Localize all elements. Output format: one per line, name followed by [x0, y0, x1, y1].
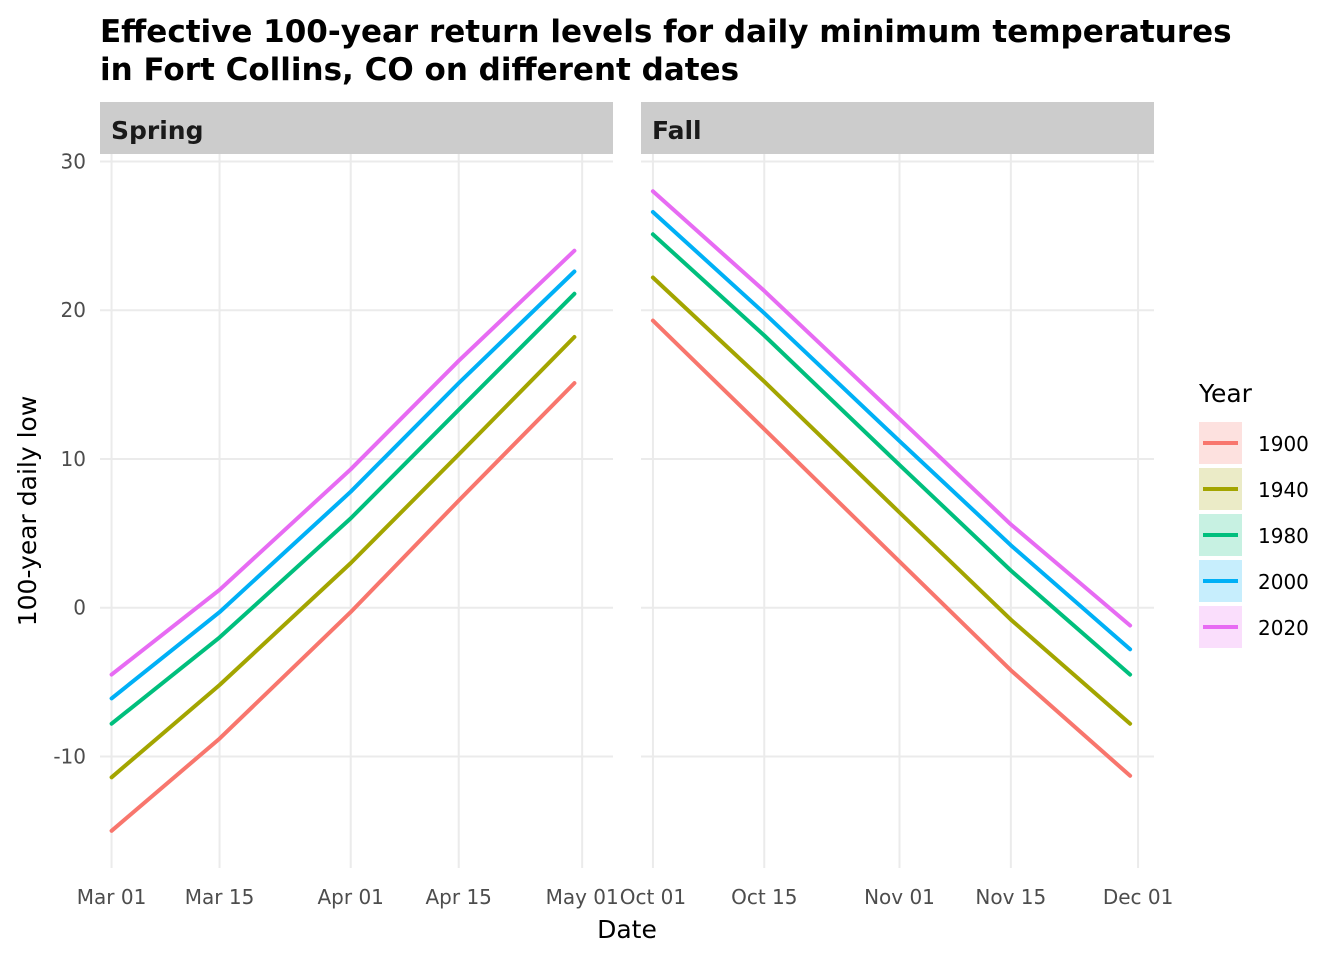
chart-title-line2: in Fort Collins, CO on different dates	[100, 52, 739, 88]
series-line-1940	[650, 275, 1133, 726]
legend-item-1900: 1900	[1199, 422, 1309, 464]
x-tick-label: Dec 01	[1103, 885, 1174, 909]
series-line-1980	[650, 232, 1133, 677]
x-tick-label: Oct 15	[731, 885, 797, 909]
facet-strip-spring	[100, 102, 613, 154]
series-line-2000	[109, 269, 577, 701]
series-line-1980	[109, 291, 577, 726]
facet-label: Fall	[652, 116, 702, 145]
legend-label: 1940	[1258, 478, 1309, 502]
panel-fall: Fall Oct 01 Oct 15 Nov 01 Nov 15 Dec 01	[620, 102, 1174, 909]
legend-item-1980: 1980	[1199, 514, 1309, 556]
y-axis-title: 100-year daily low	[13, 396, 42, 627]
series-line-1900	[650, 318, 1133, 778]
chart-title: Effective 100-year return levels for dai…	[100, 14, 1232, 50]
x-tick-label: Nov 01	[864, 885, 935, 909]
series-line-1900	[109, 381, 577, 833]
y-tick-label: 30	[61, 149, 86, 173]
x-tick-label: Apr 01	[318, 885, 384, 909]
legend-label: 1980	[1258, 524, 1309, 548]
legend-label: 2020	[1258, 616, 1309, 640]
panel-spring: Spring 30 20 10 0 -10 Mar 01 Mar 15 Apr 01 Apr 15…	[53, 102, 619, 909]
y-tick-label: -10	[53, 744, 86, 768]
legend-item-2020: 2020	[1199, 606, 1309, 648]
y-tick-label: 20	[61, 298, 86, 322]
x-axis-title: Date	[597, 915, 657, 944]
x-tick-label: Oct 01	[620, 885, 686, 909]
legend-label: 2000	[1258, 570, 1309, 594]
series-line-2020	[109, 248, 577, 677]
x-tick-label: May 01	[546, 885, 619, 909]
legend-item-1940: 1940	[1199, 468, 1309, 510]
legend-title: Year	[1198, 379, 1253, 408]
x-tick-label: Mar 01	[77, 885, 147, 909]
legend-item-2000: 2000	[1199, 560, 1309, 602]
series-line-2020	[650, 189, 1133, 628]
series-line-2000	[650, 210, 1133, 652]
x-tick-label: Mar 15	[185, 885, 255, 909]
x-tick-label: Nov 15	[975, 885, 1046, 909]
x-tick-label: Apr 15	[426, 885, 492, 909]
facet-label: Spring	[111, 116, 204, 145]
y-tick-label: 0	[73, 596, 86, 620]
facet-panels: Spring 30 20 10 0 -10 Mar 01 Mar 15 Apr 01 Apr 15…	[53, 102, 1173, 909]
legend-label: 1900	[1258, 432, 1309, 456]
facet-strip-fall	[641, 102, 1154, 154]
legend: Year 1900 1940 1980 2000 2020	[1198, 379, 1309, 648]
series-line-1940	[109, 335, 577, 780]
y-tick-label: 10	[61, 447, 86, 471]
